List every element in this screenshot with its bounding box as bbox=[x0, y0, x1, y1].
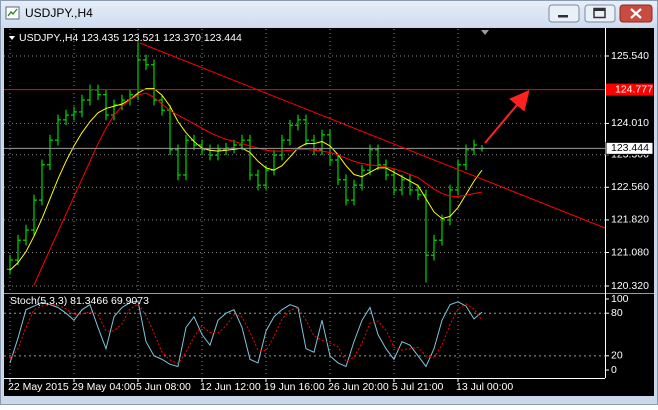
y-tick-label: 0 bbox=[611, 364, 617, 376]
x-tick-label: 29 May 04:00 bbox=[72, 381, 136, 393]
y-tick-label: 121.820 bbox=[611, 214, 649, 226]
chart-header: USDJPY.,H4 123.435 123.521 123.370 123.4… bbox=[19, 32, 242, 44]
indicator-header: Stoch(5,3,3) 81.3466 69.9073 bbox=[10, 295, 149, 307]
close-button[interactable] bbox=[619, 4, 653, 23]
y-tick-label: 125.540 bbox=[611, 50, 649, 62]
x-tick-label: 22 May 2015 bbox=[8, 381, 69, 393]
window-title: USDJPY.,H4 bbox=[25, 6, 93, 20]
x-tick-label: 12 Jun 12:00 bbox=[200, 381, 261, 393]
indicator-line bbox=[9, 88, 483, 271]
x-tick-label: 19 Jun 16:00 bbox=[264, 381, 325, 393]
indicator-line bbox=[9, 300, 483, 368]
y-tick-label: 100 bbox=[611, 293, 629, 305]
chart-shift-marker[interactable] bbox=[481, 30, 489, 35]
x-tick-label: 5 Jun 08:00 bbox=[136, 381, 191, 393]
title-bar bbox=[1, 1, 657, 27]
minimize-button[interactable] bbox=[548, 4, 580, 23]
bid-label-box bbox=[605, 141, 654, 155]
chart-area[interactable] bbox=[4, 28, 654, 396]
x-tick-label: 5 Jul 21:00 bbox=[392, 381, 444, 393]
x-tick-label: 13 Jul 00:00 bbox=[456, 381, 513, 393]
restore-button[interactable] bbox=[584, 4, 616, 23]
trend-line[interactable] bbox=[139, 42, 606, 229]
x-tick-label: 26 Jun 20:00 bbox=[328, 381, 389, 393]
y-tick-label: 121.080 bbox=[611, 246, 649, 258]
header-dropdown[interactable] bbox=[9, 36, 15, 40]
bid-label: 123.444 bbox=[611, 142, 649, 154]
y-tick-label: 20 bbox=[611, 350, 623, 362]
y-tick-label: 122.560 bbox=[611, 181, 649, 193]
y-tick-label: 120.320 bbox=[611, 280, 649, 292]
y-tick-label: 124.010 bbox=[611, 117, 649, 129]
plot-layer: 125.540124.010123.300122.560121.820121.0… bbox=[4, 29, 654, 393]
arrow-annotation[interactable] bbox=[484, 89, 530, 144]
price-label-box bbox=[606, 83, 653, 96]
window-icon bbox=[5, 6, 20, 20]
price-label: 124.777 bbox=[615, 83, 653, 95]
y-tick-label: 80 bbox=[611, 307, 623, 319]
